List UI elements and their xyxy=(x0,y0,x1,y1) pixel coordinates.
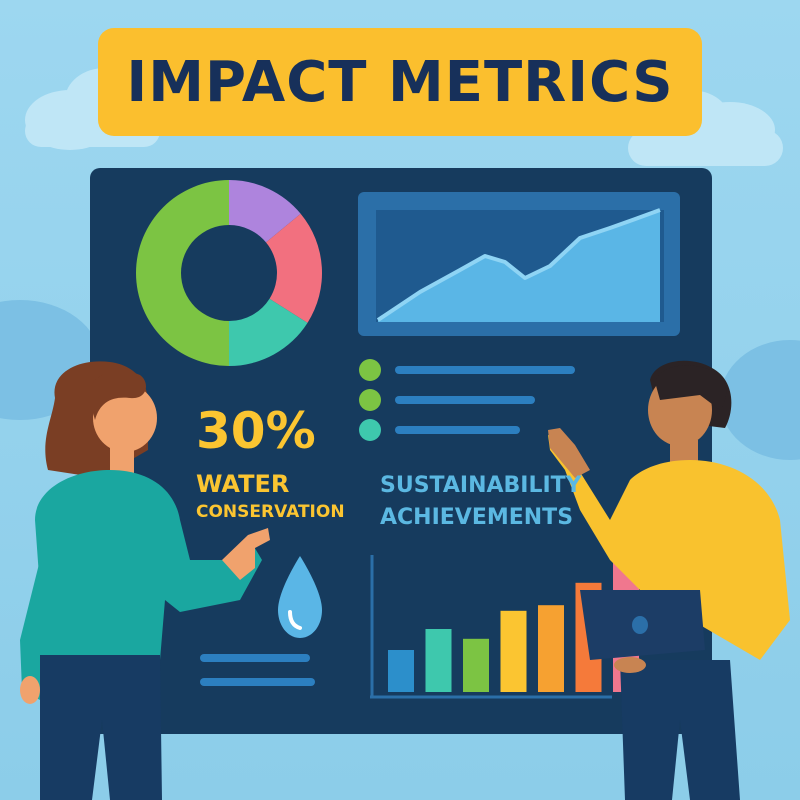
area-chart-fill xyxy=(378,210,660,322)
bar xyxy=(500,610,527,692)
donut-segment xyxy=(229,298,308,366)
stat-label: WATER CONSERVATION xyxy=(196,470,345,526)
page-title: IMPACT METRICS xyxy=(126,49,674,115)
man-figure xyxy=(548,360,790,800)
text-line-placeholder xyxy=(200,678,315,686)
text-line-placeholder xyxy=(200,654,310,662)
donut-segment xyxy=(229,180,301,243)
donut-segment xyxy=(265,213,322,323)
woman-figure xyxy=(20,361,270,800)
legend-list xyxy=(359,359,575,441)
legend-line xyxy=(395,396,535,404)
achievements-line2: ACHIEVEMENTS xyxy=(380,505,574,530)
legend-line xyxy=(395,426,520,434)
legend-dot xyxy=(359,389,381,411)
bar xyxy=(463,638,489,692)
hill-right xyxy=(720,340,800,460)
bar xyxy=(425,629,452,692)
stat-label-line2: CONSERVATION xyxy=(196,502,345,522)
achievements-label: SUSTAINABILITY ACHIEVEMENTS xyxy=(380,470,582,534)
donut-chart xyxy=(136,180,322,366)
bar xyxy=(388,650,414,692)
water-drop-highlight xyxy=(288,610,302,630)
stat-value: 30% xyxy=(196,402,316,460)
legend-dot xyxy=(359,419,381,441)
title-banner: IMPACT METRICS xyxy=(98,28,702,136)
area-chart-panel xyxy=(358,192,680,336)
area-chart-line xyxy=(376,208,661,322)
donut-segment xyxy=(136,180,229,366)
legend-line xyxy=(395,366,575,374)
legend-dot xyxy=(359,359,381,381)
bar xyxy=(538,605,564,692)
stat-label-line1: WATER xyxy=(196,470,290,498)
achievements-line1: SUSTAINABILITY xyxy=(380,473,582,498)
